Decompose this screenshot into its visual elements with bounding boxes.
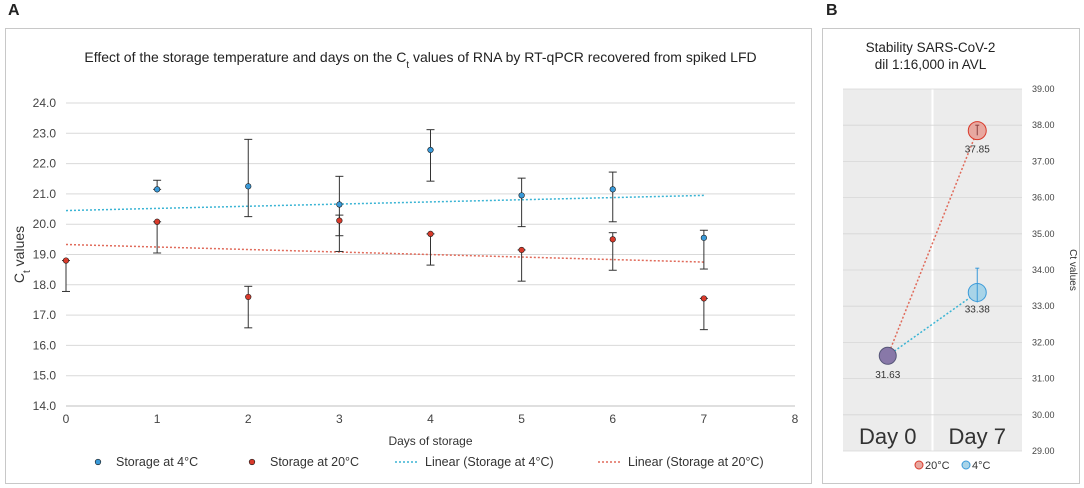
chart-a-frame bbox=[5, 28, 812, 484]
chart-b-y-tick-label: 34.00 bbox=[1032, 265, 1055, 275]
chart-b-legend-marker-20c bbox=[914, 460, 924, 470]
chart-b-y-tick-label: 30.00 bbox=[1032, 410, 1055, 420]
chart-a-title-part: Effect of the storage temperature and da… bbox=[84, 49, 406, 65]
chart-a-point-4c bbox=[427, 146, 434, 154]
chart-a-point-20c bbox=[62, 257, 70, 264]
chart-a-point-20c bbox=[245, 293, 252, 301]
chart-a-y-axis-label-part: t bbox=[22, 270, 33, 273]
chart-b-title-line: Stability SARS-CoV-2 bbox=[866, 40, 996, 55]
chart-a-trendline bbox=[65, 243, 704, 263]
chart-a-point-4c bbox=[336, 201, 343, 208]
chart-b-category-label: Day 0 bbox=[859, 424, 916, 449]
chart-b-legend-label: 20°C bbox=[925, 460, 950, 472]
chart-a-point-20c bbox=[609, 236, 616, 243]
chart-a-point-20c bbox=[336, 217, 343, 224]
chart-a-point-20c bbox=[427, 230, 434, 237]
chart-b-data-label: 33.38 bbox=[965, 304, 990, 315]
chart-a-x-tick-label: 0 bbox=[63, 412, 70, 426]
chart-a-y-axis-label: Ct values bbox=[11, 226, 33, 283]
chart-b-y-tick-label: 31.00 bbox=[1032, 374, 1055, 384]
chart-b-data-label: 31.63 bbox=[875, 370, 900, 381]
chart-a-legend-label: Storage at 4°C bbox=[116, 455, 198, 469]
chart-a-title-part: t bbox=[406, 60, 409, 71]
chart-a-y-tick-label: 22.0 bbox=[33, 157, 57, 171]
chart-a-point-20c bbox=[518, 246, 525, 254]
panel-label-b: B bbox=[826, 2, 838, 19]
chart-a-point-4c bbox=[700, 234, 707, 241]
chart-b-y-tick-label: 38.00 bbox=[1032, 120, 1055, 130]
chart-b-legend-marker-4c bbox=[961, 460, 971, 470]
chart-a-y-tick-label: 23.0 bbox=[33, 126, 57, 140]
panel-label-a: A bbox=[8, 2, 20, 19]
chart-a-y-tick-label: 18.0 bbox=[33, 278, 57, 292]
chart-a-x-tick-label: 4 bbox=[427, 412, 434, 426]
chart-b-line-20c bbox=[887, 130, 978, 357]
chart-a-y-tick-label: 21.0 bbox=[33, 187, 57, 201]
chart-a-y-tick-label: 16.0 bbox=[33, 338, 57, 352]
chart-a-point-20c bbox=[154, 218, 161, 225]
chart-b-y-axis-label: Ct values bbox=[1067, 249, 1078, 291]
chart-a-y-tick-label: 17.0 bbox=[33, 308, 57, 322]
chart-a-y-axis-label-part: values bbox=[11, 226, 27, 270]
chart-a-point-4c bbox=[609, 186, 616, 193]
chart-a-x-tick-label: 5 bbox=[518, 412, 525, 426]
chart-a-point-4c bbox=[154, 186, 161, 193]
chart-a-y-tick-label: 20.0 bbox=[33, 217, 57, 231]
chart-a-y-tick-label: 15.0 bbox=[33, 369, 57, 383]
chart-a-x-axis-label: Days of storage bbox=[388, 434, 472, 448]
chart-a-point-4c bbox=[245, 183, 252, 190]
chart-a-title: Effect of the storage temperature and da… bbox=[84, 49, 756, 71]
chart-a-x-tick-label: 8 bbox=[792, 412, 799, 426]
chart-a-title-part: values of RNA by RT-qPCR recovered from … bbox=[409, 49, 757, 65]
chart-a-y-tick-label: 19.0 bbox=[33, 248, 57, 262]
chart-b-data-label: 37.85 bbox=[965, 145, 990, 156]
chart-a-x-tick-label: 7 bbox=[701, 412, 708, 426]
chart-a-x-tick-label: 2 bbox=[245, 412, 252, 426]
chart-b-title-line: dil 1:16,000 in AVL bbox=[875, 57, 987, 72]
chart-a-x-tick-label: 6 bbox=[609, 412, 616, 426]
chart-a-y-axis-label-part: C bbox=[11, 273, 27, 283]
chart-b-y-tick-label: 39.00 bbox=[1032, 84, 1055, 94]
chart-a-legend-label: Linear (Storage at 20°C) bbox=[628, 455, 764, 469]
chart-a-legend-marker bbox=[248, 458, 256, 466]
chart-b-category-label: Day 7 bbox=[949, 424, 1006, 449]
chart-b-bubble-day0 bbox=[878, 346, 897, 365]
chart-a-legend-label: Linear (Storage at 4°C) bbox=[425, 455, 554, 469]
chart-a-trendline bbox=[65, 194, 704, 212]
chart-a-legend-label: Storage at 20°C bbox=[270, 455, 359, 469]
chart-a-x-tick-label: 3 bbox=[336, 412, 343, 426]
chart-b-legend-label: 4°C bbox=[972, 460, 991, 472]
chart-a-y-tick-label: 24.0 bbox=[33, 96, 57, 110]
chart-b-y-tick-label: 35.00 bbox=[1032, 229, 1055, 239]
chart-a-x-tick-label: 1 bbox=[154, 412, 161, 426]
chart-a-y-tick-label: 14.0 bbox=[33, 399, 57, 413]
chart-b-y-tick-label: 29.00 bbox=[1032, 446, 1055, 456]
chart-a-legend-marker bbox=[94, 458, 102, 466]
chart-b-y-tick-label: 37.00 bbox=[1032, 156, 1055, 166]
chart-a-point-4c bbox=[518, 192, 525, 199]
chart-b-y-tick-label: 32.00 bbox=[1032, 337, 1055, 347]
chart-a-point-20c bbox=[700, 295, 707, 302]
chart-b-y-tick-label: 33.00 bbox=[1032, 301, 1055, 311]
chart-b-y-tick-label: 36.00 bbox=[1032, 193, 1055, 203]
